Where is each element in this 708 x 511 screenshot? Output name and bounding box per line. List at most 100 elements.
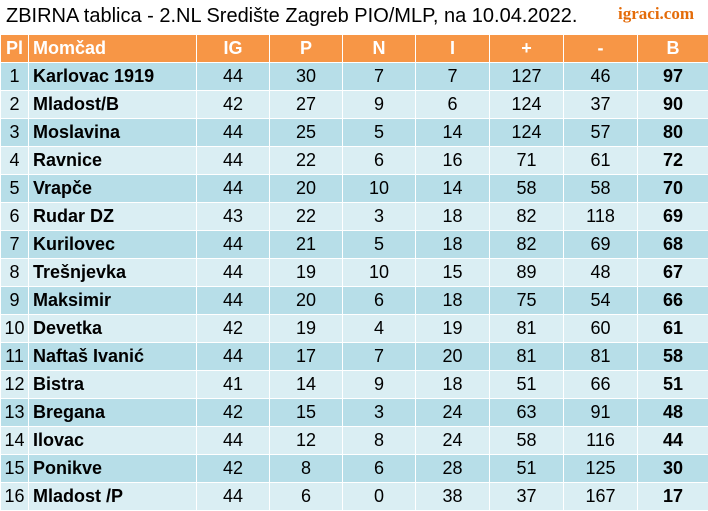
cell-goals-for: 127 — [490, 63, 564, 91]
cell-team: Bistra — [29, 371, 197, 399]
col-header-ig: IG — [197, 35, 270, 63]
col-header-p: P — [270, 35, 343, 63]
cell-goals-against: 66 — [564, 371, 638, 399]
cell-goals-against: 91 — [564, 399, 638, 427]
cell-losses: 15 — [416, 259, 490, 287]
cell-games: 44 — [197, 147, 270, 175]
cell-losses: 14 — [416, 119, 490, 147]
cell-goals-against: 37 — [564, 91, 638, 119]
cell-points: 67 — [638, 259, 708, 287]
cell-wins: 21 — [270, 231, 343, 259]
cell-games: 44 — [197, 175, 270, 203]
cell-goals-against: 61 — [564, 147, 638, 175]
cell-team: Ravnice — [29, 147, 197, 175]
cell-points: 17 — [638, 483, 708, 511]
cell-wins: 19 — [270, 315, 343, 343]
cell-wins: 20 — [270, 287, 343, 315]
cell-goals-for: 81 — [490, 315, 564, 343]
cell-position: 10 — [1, 315, 29, 343]
cell-games: 44 — [197, 427, 270, 455]
cell-position: 1 — [1, 63, 29, 91]
cell-goals-against: 60 — [564, 315, 638, 343]
cell-draws: 7 — [343, 63, 416, 91]
cell-position: 3 — [1, 119, 29, 147]
cell-position: 6 — [1, 203, 29, 231]
col-header-b: B — [638, 35, 708, 63]
cell-games: 44 — [197, 231, 270, 259]
cell-draws: 4 — [343, 315, 416, 343]
cell-losses: 14 — [416, 175, 490, 203]
cell-position: 7 — [1, 231, 29, 259]
cell-draws: 8 — [343, 427, 416, 455]
cell-position: 14 — [1, 427, 29, 455]
cell-points: 30 — [638, 455, 708, 483]
cell-games: 41 — [197, 371, 270, 399]
cell-draws: 10 — [343, 259, 416, 287]
cell-losses: 18 — [416, 231, 490, 259]
cell-draws: 5 — [343, 231, 416, 259]
cell-position: 8 — [1, 259, 29, 287]
cell-points: 66 — [638, 287, 708, 315]
cell-points: 90 — [638, 91, 708, 119]
cell-position: 12 — [1, 371, 29, 399]
cell-games: 42 — [197, 399, 270, 427]
cell-goals-against: 69 — [564, 231, 638, 259]
cell-games: 44 — [197, 119, 270, 147]
col-header-plus: + — [490, 35, 564, 63]
cell-points: 72 — [638, 147, 708, 175]
cell-draws: 9 — [343, 371, 416, 399]
cell-wins: 30 — [270, 63, 343, 91]
cell-draws: 3 — [343, 399, 416, 427]
cell-points: 69 — [638, 203, 708, 231]
cell-team: Bregana — [29, 399, 197, 427]
cell-team: Moslavina — [29, 119, 197, 147]
cell-points: 58 — [638, 343, 708, 371]
cell-draws: 10 — [343, 175, 416, 203]
cell-points: 44 — [638, 427, 708, 455]
cell-losses: 18 — [416, 371, 490, 399]
cell-losses: 20 — [416, 343, 490, 371]
cell-goals-against: 57 — [564, 119, 638, 147]
col-header-pl: Pl — [1, 35, 29, 63]
cell-team: Mladost/B — [29, 91, 197, 119]
cell-goals-against: 125 — [564, 455, 638, 483]
cell-draws: 7 — [343, 343, 416, 371]
cell-team: Kurilovec — [29, 231, 197, 259]
cell-games: 44 — [197, 343, 270, 371]
col-header-team: Momčad — [29, 35, 197, 63]
cell-goals-for: 58 — [490, 427, 564, 455]
cell-points: 61 — [638, 315, 708, 343]
col-header-i: I — [416, 35, 490, 63]
cell-losses: 18 — [416, 203, 490, 231]
cell-points: 48 — [638, 399, 708, 427]
page-title: ZBIRNA tablica - 2.NL Središte Zagreb PI… — [6, 5, 577, 28]
site-logo[interactable]: igraci.com — [618, 4, 694, 24]
cell-draws: 6 — [343, 287, 416, 315]
cell-goals-against: 116 — [564, 427, 638, 455]
cell-losses: 7 — [416, 63, 490, 91]
cell-losses: 24 — [416, 427, 490, 455]
cell-wins: 14 — [270, 371, 343, 399]
cell-goals-for: 51 — [490, 371, 564, 399]
cell-wins: 6 — [270, 483, 343, 511]
cell-wins: 22 — [270, 147, 343, 175]
cell-goals-against: 167 — [564, 483, 638, 511]
cell-goals-for: 71 — [490, 147, 564, 175]
cell-team: Karlovac 1919 — [29, 63, 197, 91]
cell-team: Maksimir — [29, 287, 197, 315]
cell-team: Ilovac — [29, 427, 197, 455]
cell-losses: 18 — [416, 287, 490, 315]
cell-games: 44 — [197, 259, 270, 287]
cell-goals-for: 63 — [490, 399, 564, 427]
cell-goals-for: 51 — [490, 455, 564, 483]
